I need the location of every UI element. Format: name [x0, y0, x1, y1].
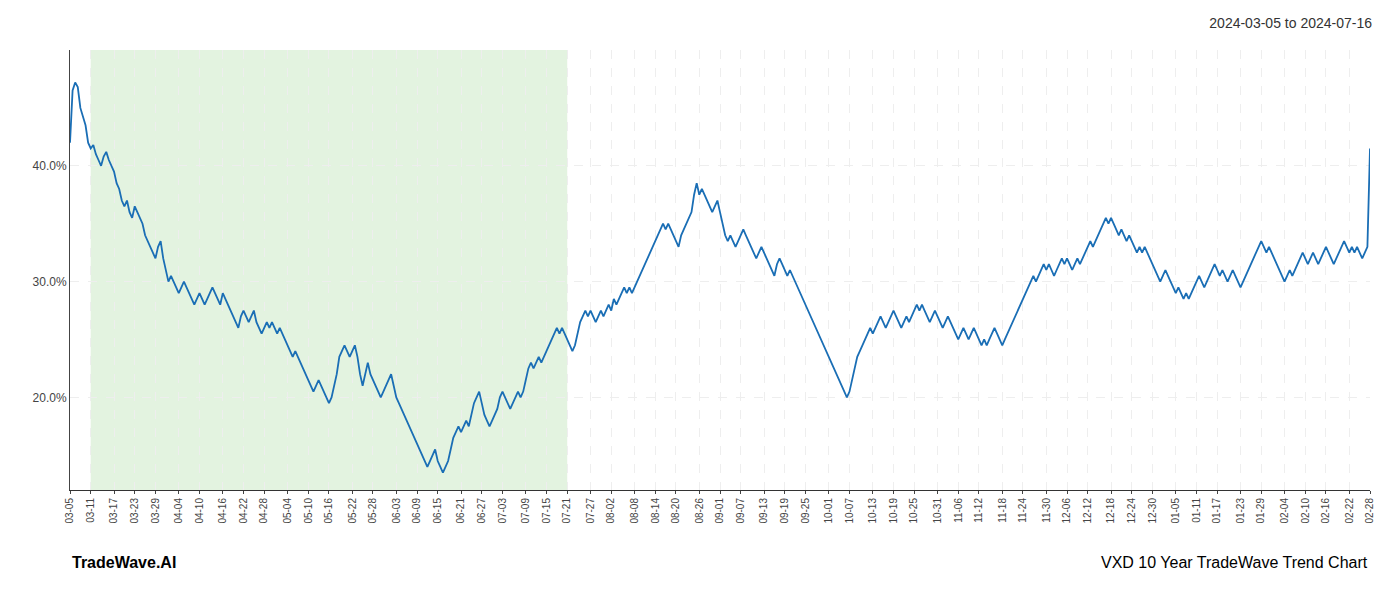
svg-text:11-24: 11-24: [1017, 498, 1028, 523]
svg-text:08-26: 08-26: [694, 498, 705, 524]
svg-text:06-21: 06-21: [455, 498, 466, 524]
svg-text:07-09: 07-09: [520, 498, 531, 524]
svg-text:01-05: 01-05: [1170, 498, 1181, 524]
svg-text:05-28: 05-28: [367, 498, 378, 524]
svg-text:09-07: 09-07: [735, 498, 746, 524]
svg-text:03-11: 03-11: [85, 498, 96, 523]
svg-text:02-10: 02-10: [1300, 498, 1311, 524]
svg-text:04-10: 04-10: [194, 498, 205, 524]
svg-text:01-29: 01-29: [1255, 498, 1266, 524]
svg-text:11-30: 11-30: [1041, 498, 1052, 523]
svg-text:04-28: 04-28: [258, 498, 269, 524]
svg-text:12-30: 12-30: [1147, 498, 1158, 524]
svg-text:08-02: 08-02: [605, 498, 616, 524]
svg-text:TradeWave.AI: TradeWave.AI: [72, 554, 176, 571]
svg-text:03-05: 03-05: [64, 498, 75, 524]
svg-text:05-16: 05-16: [323, 498, 334, 524]
svg-text:04-16: 04-16: [217, 498, 228, 524]
svg-text:10-13: 10-13: [867, 498, 878, 524]
svg-text:09-01: 09-01: [714, 498, 725, 524]
svg-text:03-23: 03-23: [129, 498, 140, 524]
svg-text:05-22: 05-22: [347, 498, 358, 524]
svg-text:20.0%: 20.0%: [33, 391, 67, 405]
svg-text:07-03: 07-03: [497, 498, 508, 524]
svg-text:02-22: 02-22: [1344, 498, 1355, 524]
svg-text:01-11: 01-11: [1191, 498, 1202, 523]
svg-text:06-15: 06-15: [432, 498, 443, 524]
svg-text:11-06: 11-06: [953, 498, 964, 523]
svg-text:40.0%: 40.0%: [33, 159, 67, 173]
svg-text:01-23: 01-23: [1235, 498, 1246, 524]
svg-text:11-12: 11-12: [973, 498, 984, 523]
svg-text:07-21: 07-21: [561, 498, 572, 524]
svg-text:02-04: 02-04: [1279, 498, 1290, 524]
svg-text:07-27: 07-27: [585, 498, 596, 524]
svg-text:02-16: 02-16: [1320, 498, 1331, 524]
svg-text:07-15: 07-15: [541, 498, 552, 524]
svg-text:10-31: 10-31: [932, 498, 943, 524]
svg-text:01-17: 01-17: [1211, 498, 1222, 524]
svg-text:10-01: 10-01: [823, 498, 834, 524]
svg-text:08-08: 08-08: [629, 498, 640, 524]
svg-text:09-25: 09-25: [800, 498, 811, 524]
svg-text:06-09: 06-09: [411, 498, 422, 524]
svg-text:06-03: 06-03: [391, 498, 402, 524]
svg-text:12-06: 12-06: [1061, 498, 1072, 524]
svg-text:09-13: 09-13: [758, 498, 769, 524]
svg-text:06-27: 06-27: [476, 498, 487, 524]
svg-text:10-25: 10-25: [908, 498, 919, 524]
svg-text:11-18: 11-18: [997, 498, 1008, 523]
svg-text:12-12: 12-12: [1082, 498, 1093, 524]
svg-text:03-17: 03-17: [108, 498, 119, 524]
svg-text:10-07: 10-07: [844, 498, 855, 524]
svg-text:12-18: 12-18: [1105, 498, 1116, 524]
svg-text:04-04: 04-04: [173, 498, 184, 524]
svg-text:03-29: 03-29: [150, 498, 161, 524]
svg-text:05-04: 05-04: [282, 498, 293, 524]
svg-text:VXD 10 Year TradeWave Trend Ch: VXD 10 Year TradeWave Trend Chart: [1101, 554, 1368, 571]
svg-text:05-10: 05-10: [303, 498, 314, 524]
svg-text:08-20: 08-20: [670, 498, 681, 524]
svg-text:04-22: 04-22: [238, 498, 249, 524]
svg-text:2024-03-05 to 2024-07-16: 2024-03-05 to 2024-07-16: [1209, 15, 1372, 31]
svg-text:12-24: 12-24: [1126, 498, 1137, 524]
svg-text:09-19: 09-19: [779, 498, 790, 524]
svg-text:10-19: 10-19: [888, 498, 899, 524]
svg-text:30.0%: 30.0%: [33, 275, 67, 289]
svg-text:08-14: 08-14: [650, 498, 661, 524]
svg-text:02-28: 02-28: [1364, 498, 1375, 524]
